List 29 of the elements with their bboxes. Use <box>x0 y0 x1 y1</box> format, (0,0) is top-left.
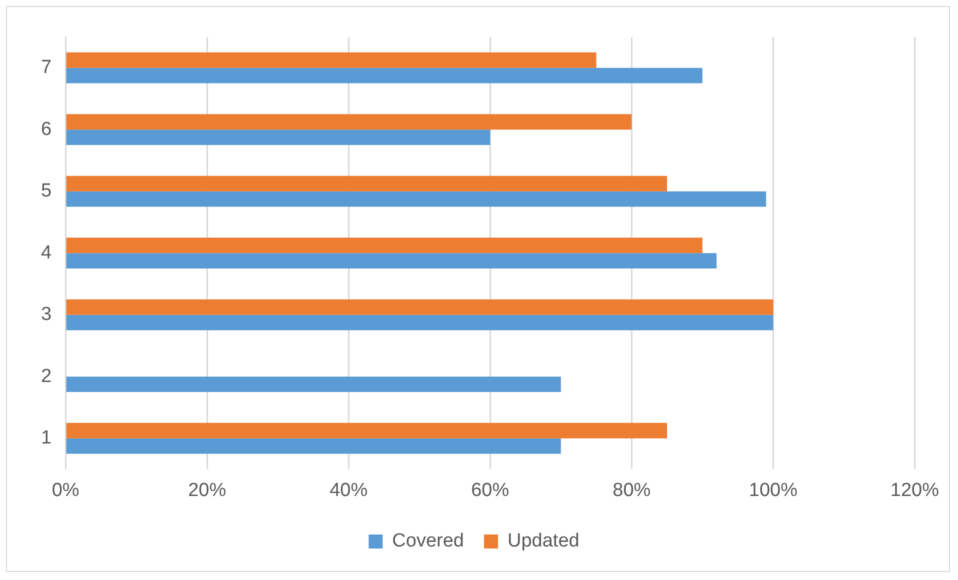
bar <box>66 68 702 84</box>
bar <box>66 52 596 68</box>
bar <box>66 376 561 392</box>
bar <box>66 253 717 269</box>
x-tick-label: 80% <box>612 480 651 501</box>
x-tick-label: 0% <box>52 480 80 501</box>
y-tick-label: 4 <box>40 242 52 264</box>
x-tick-label: 20% <box>188 480 226 501</box>
y-tick-label: 1 <box>40 428 52 449</box>
legend-label: Updated <box>507 530 580 552</box>
y-tick-label: 5 <box>40 180 52 202</box>
x-tick-label: 40% <box>330 480 368 501</box>
x-tick-label: 120% <box>890 480 940 501</box>
bar <box>66 438 561 454</box>
x-tick-label: 60% <box>471 480 510 501</box>
y-tick-label: 7 <box>40 57 52 78</box>
bar <box>66 114 632 130</box>
bar <box>66 176 668 192</box>
x-tick-label: 100% <box>748 480 798 501</box>
y-tick-label: 2 <box>40 366 52 387</box>
y-tick-label: 3 <box>40 304 52 326</box>
legend-label: Covered <box>392 530 464 552</box>
bar <box>66 422 668 438</box>
bar <box>66 238 702 254</box>
y-tick-label: 6 <box>40 118 52 140</box>
bar <box>66 299 774 315</box>
bar <box>66 191 766 207</box>
bar <box>66 130 490 146</box>
bar <box>66 314 774 330</box>
